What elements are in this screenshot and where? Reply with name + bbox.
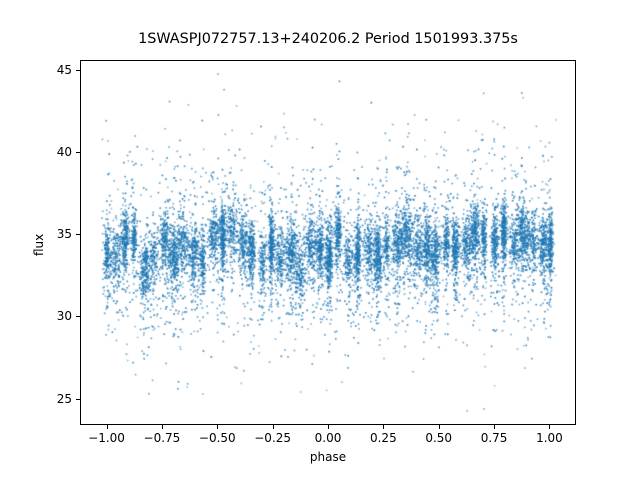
y-tick-mark xyxy=(76,316,80,318)
x-axis-label: phase xyxy=(309,450,347,464)
y-tick-mark xyxy=(76,152,80,154)
x-axis-tick-labels: −1.00 −0.75 −0.50 −0.25 0.00 0.25 0.50 0.75 1.00 xyxy=(0,431,640,447)
x-tick-label: −1.00 xyxy=(88,431,125,445)
y-tick-label: 30 xyxy=(56,309,72,324)
x-tick-mark xyxy=(549,425,551,429)
y-axis-tick-labels: 25 30 35 40 45 xyxy=(28,0,72,480)
y-axis-label: flux xyxy=(32,233,46,256)
y-tick-mark xyxy=(76,69,80,71)
x-tick-mark xyxy=(438,425,440,429)
x-tick-label: 0.50 xyxy=(425,431,453,445)
y-tick-label: 45 xyxy=(56,62,72,77)
x-tick-mark xyxy=(217,425,219,429)
x-tick-label: −0.75 xyxy=(143,431,181,445)
x-tick-mark xyxy=(272,425,274,429)
chart-title: 1SWASPJ072757.13+240206.2 Period 1501993… xyxy=(138,31,518,47)
y-tick-mark xyxy=(76,398,80,400)
x-tick-mark xyxy=(161,425,163,429)
x-tick-mark xyxy=(106,425,108,429)
x-tick-label: 0.25 xyxy=(369,431,397,445)
x-tick-label: 1.00 xyxy=(536,431,563,445)
scatter-plot-points xyxy=(81,61,575,424)
y-tick-label: 25 xyxy=(56,391,72,406)
x-tick-label: −0.50 xyxy=(198,431,236,445)
y-tick-label: 40 xyxy=(56,145,72,160)
plot-axes-area[interactable] xyxy=(80,60,576,425)
x-tick-label: 0.00 xyxy=(314,431,342,445)
x-tick-mark xyxy=(383,425,385,429)
y-tick-mark xyxy=(76,234,80,236)
x-tick-label: −0.25 xyxy=(254,431,292,445)
x-tick-mark xyxy=(494,425,496,429)
x-tick-label: 0.75 xyxy=(480,431,508,445)
y-tick-label: 35 xyxy=(56,227,72,242)
x-tick-mark xyxy=(328,425,329,429)
